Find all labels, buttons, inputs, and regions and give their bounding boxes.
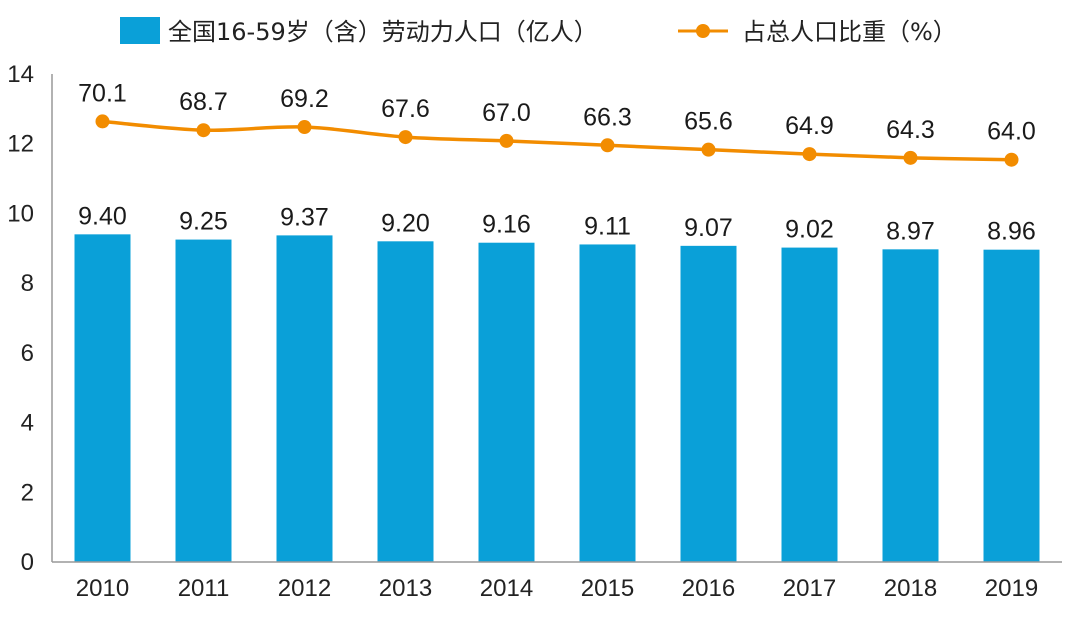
- x-tick-label: 2010: [76, 575, 129, 602]
- bar: [478, 242, 535, 563]
- x-tick-label: 2014: [480, 575, 533, 602]
- y-tick-label: 4: [21, 410, 34, 437]
- line-point: [903, 150, 918, 165]
- y-tick-label: 8: [21, 270, 34, 297]
- line-point: [297, 120, 312, 135]
- y-tick-label: 0: [21, 549, 34, 576]
- bar-value-label: 9.25: [179, 208, 228, 236]
- legend-label-line: 占总人口比重（%）: [742, 18, 957, 46]
- bar: [781, 247, 838, 563]
- line-value-label: 70.1: [78, 79, 127, 107]
- line-point: [196, 123, 211, 138]
- y-tick-label: 12: [7, 131, 34, 158]
- legend-swatch-marker: [696, 24, 710, 38]
- x-tick-label: 2012: [278, 575, 331, 602]
- line-point: [1004, 152, 1019, 167]
- y-tick-label: 2: [21, 479, 34, 506]
- legend-label-bar: 全国16-59岁（含）劳动力人口（亿人）: [168, 18, 598, 46]
- line-value-label: 69.2: [280, 85, 329, 113]
- bar-value-label: 9.37: [280, 203, 329, 231]
- bar: [983, 249, 1040, 562]
- bar: [579, 244, 636, 563]
- x-tick-label: 2018: [884, 575, 937, 602]
- x-tick-label: 2016: [682, 575, 735, 602]
- line-point: [701, 142, 716, 157]
- bar-series: 9.40 9.25 9.37 9.20 9.16 9.11 9.07 9.02 8.97 8.96: [74, 202, 1040, 563]
- line-value-label: 67.6: [381, 95, 430, 123]
- line-value-label: 64.9: [785, 112, 834, 140]
- bar-value-label: 8.97: [886, 217, 935, 245]
- x-tick-label: 2015: [581, 575, 634, 602]
- y-tick-label: 14: [7, 61, 34, 88]
- line-point: [499, 133, 514, 148]
- bar-value-label: 9.11: [584, 212, 631, 240]
- line-point: [95, 114, 110, 129]
- x-tick-label: 2013: [379, 575, 432, 602]
- line-path: [102, 119, 1012, 162]
- bar: [377, 241, 434, 563]
- y-tick-label: 10: [7, 200, 34, 227]
- bar: [175, 239, 232, 563]
- bar: [680, 245, 737, 563]
- line-value-label: 68.7: [179, 88, 228, 116]
- bar: [882, 249, 939, 562]
- x-axis: 2010 2011 2012 2013 2014 2015 2016 2017 2018 2019: [76, 575, 1038, 602]
- bar-value-label: 9.40: [78, 202, 127, 230]
- line-point: [398, 130, 413, 145]
- line-point: [600, 138, 615, 153]
- line-value-label: 65.6: [684, 108, 733, 136]
- line-series: 70.1 68.7 69.2 67.6 67.0 66.3 65.6 64.9 64.3 64.0: [78, 79, 1036, 167]
- bar-value-label: 9.07: [684, 214, 733, 242]
- x-tick-label: 2019: [985, 575, 1038, 602]
- line-value-label: 64.3: [886, 116, 935, 144]
- legend: 全国16-59岁（含）劳动力人口（亿人） 占总人口比重（%）: [120, 17, 957, 46]
- bar-value-label: 9.02: [785, 216, 834, 244]
- line-point: [802, 147, 817, 162]
- line-value-label: 66.3: [583, 103, 632, 131]
- x-tick-label: 2011: [178, 575, 230, 602]
- bar: [276, 235, 333, 563]
- y-tick-label: 6: [21, 340, 34, 367]
- line-value-label: 64.0: [987, 118, 1036, 146]
- bar-value-label: 8.96: [987, 218, 1036, 246]
- bar-value-label: 9.16: [482, 211, 531, 239]
- y-axis: 0 2 4 6 8 10 12 14: [7, 61, 34, 576]
- bar-value-label: 9.20: [381, 209, 430, 237]
- line-value-label: 67.0: [482, 99, 531, 127]
- bar: [74, 234, 131, 563]
- x-tick-label: 2017: [783, 575, 836, 602]
- legend-swatch-bar: [120, 17, 160, 44]
